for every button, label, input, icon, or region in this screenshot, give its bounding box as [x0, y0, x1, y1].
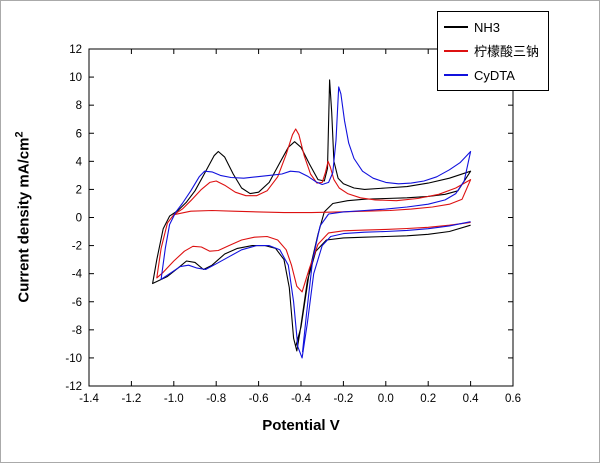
x-tick-label: -0.6	[249, 393, 269, 405]
legend-label: CyDTA	[474, 67, 515, 83]
x-tick-label: -1.0	[164, 393, 184, 405]
y-tick-label: 12	[69, 44, 82, 56]
plot-frame	[88, 48, 514, 387]
legend-line-swatch-icon	[444, 50, 468, 52]
x-tick-label: 0.6	[505, 393, 521, 405]
y-tick-label: 6	[76, 128, 82, 140]
x-tick-label: -1.4	[79, 393, 99, 405]
y-axis-title-superscript: 2	[13, 131, 26, 138]
legend-item-cydta: CyDTA	[444, 63, 542, 87]
y-tick-label: 0	[76, 213, 82, 225]
y-tick-label: -6	[72, 297, 82, 309]
x-tick-label: 0.2	[420, 393, 436, 405]
y-tick-label: 8	[76, 100, 82, 112]
x-tick-label: -0.8	[206, 393, 226, 405]
x-axis-title: Potential V	[262, 417, 340, 434]
y-tick-label: -4	[72, 269, 83, 281]
legend-line-swatch-icon	[444, 26, 468, 28]
y-tick-label: -2	[72, 241, 82, 253]
x-tick-label: 0.0	[378, 393, 394, 405]
x-tick-label: 0.4	[463, 393, 480, 405]
y-tick-label: 10	[69, 72, 82, 84]
y-tick-label: -12	[65, 381, 82, 393]
y-tick-label: -8	[72, 325, 82, 337]
y-axis-title-text: Current density mA/cm	[15, 137, 33, 303]
x-tick-label: -0.2	[333, 393, 353, 405]
legend-label: NH3	[474, 19, 501, 35]
y-tick-label: 4	[76, 156, 83, 168]
legend-item-citrate: 柠檬酸三钠	[444, 39, 542, 63]
legend-line-swatch-icon	[444, 74, 468, 76]
legend: NH3 柠檬酸三钠 CyDTA	[437, 11, 549, 91]
x-tick-label: -1.2	[121, 393, 141, 405]
series-line-0	[152, 79, 472, 352]
series-line-2	[160, 86, 472, 359]
legend-item-nh3: NH3	[444, 15, 542, 39]
legend-label: 柠檬酸三钠	[474, 43, 540, 59]
x-tick-label: -0.4	[291, 393, 311, 405]
series-line-1	[156, 128, 472, 293]
y-axis-title: Current density mA/cm2	[14, 131, 33, 302]
y-tick-label: 2	[76, 184, 82, 196]
y-tick-label: -10	[65, 353, 82, 365]
